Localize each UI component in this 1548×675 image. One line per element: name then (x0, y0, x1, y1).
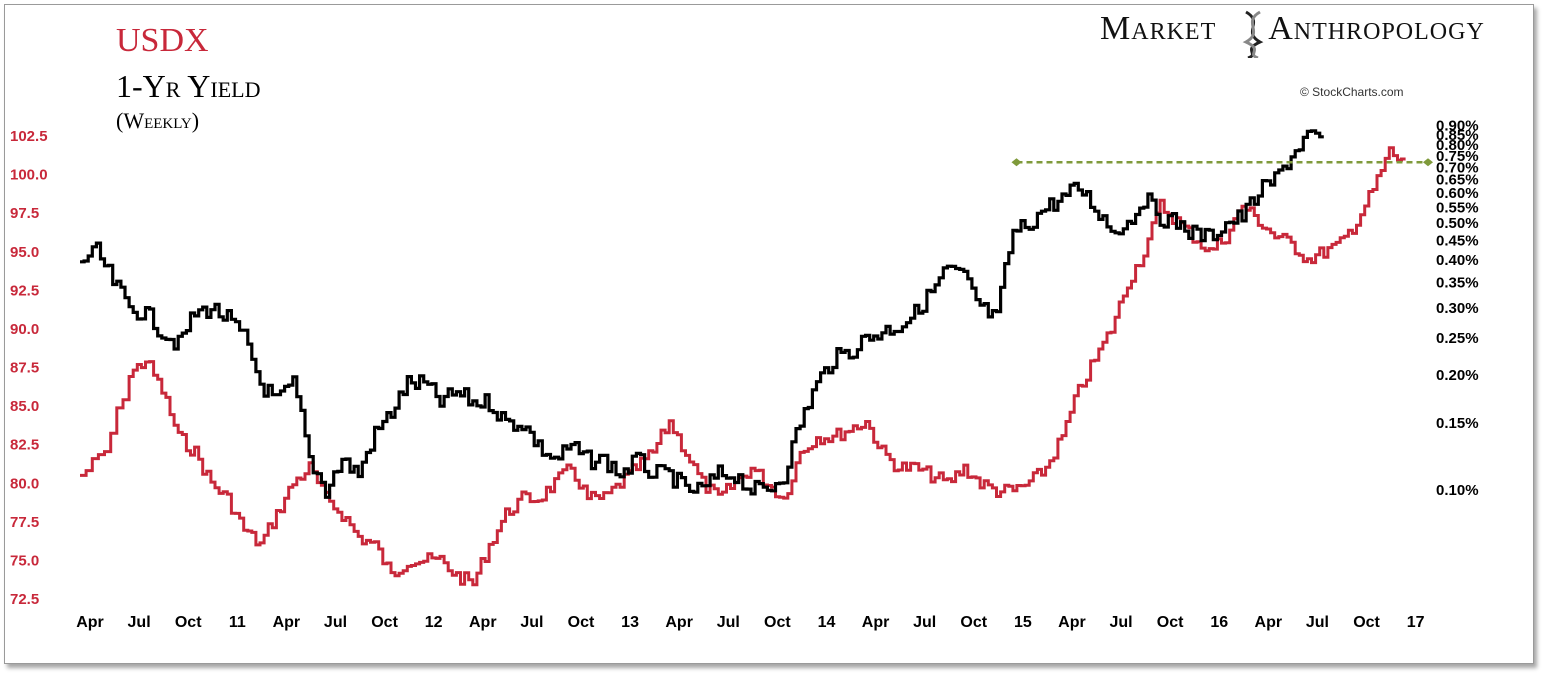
series-line-usdx (80, 146, 1406, 587)
x-axis-tick-label: Apr (665, 614, 693, 631)
data-credit: © StockCharts.com (1300, 85, 1404, 99)
right-axis-tick-label: 0.20% (1436, 367, 1479, 384)
left-axis-tick-label: 102.5 (10, 128, 48, 145)
right-axis-tick-label: 0.30% (1436, 300, 1479, 317)
resistance-end-marker (1423, 158, 1433, 167)
x-axis-tick-label: Oct (568, 614, 595, 631)
brand-left: Market (1100, 10, 1217, 47)
left-axis-tick-label: 95.0 (10, 244, 39, 261)
right-axis-tick-label: 0.35% (1436, 274, 1479, 291)
x-axis-tick-label: 12 (425, 614, 443, 631)
right-axis-tick-label: 0.40% (1436, 252, 1479, 269)
x-axis-tick-label: Apr (1058, 614, 1086, 631)
x-axis-tick-label: 17 (1407, 614, 1425, 631)
x-axis-tick-label: Jul (717, 614, 740, 631)
right-axis-tick-label: 0.70% (1436, 159, 1479, 176)
x-axis-tick-label: Oct (960, 614, 987, 631)
x-axis-tick-label: 13 (621, 614, 639, 631)
x-axis-tick-label: Jul (1109, 614, 1132, 631)
left-axis-tick-label: 85.0 (10, 398, 39, 415)
x-axis-tick-label: Jul (520, 614, 543, 631)
right-axis-tick-label: 0.45% (1436, 233, 1479, 250)
left-axis-tick-label: 90.0 (10, 321, 39, 338)
x-axis-tick-label: Oct (371, 614, 398, 631)
x-axis-tick-label: Oct (764, 614, 791, 631)
series-line-yield (80, 129, 1324, 499)
x-axis-tick-label: Oct (1353, 614, 1380, 631)
chart-title: USDX (116, 22, 209, 59)
right-axis-tick-label: 0.55% (1436, 199, 1479, 216)
x-axis-tick-label: Jul (913, 614, 936, 631)
right-axis-tick-label: 0.10% (1436, 482, 1479, 499)
right-axis-tick-label: 0.90% (1436, 118, 1479, 135)
left-axis-tick-label: 97.5 (10, 205, 39, 222)
chart-frame (4, 4, 1534, 664)
left-axis-tick-label: 100.0 (10, 167, 48, 184)
right-axis-tick-label: 0.25% (1436, 330, 1479, 347)
right-axis-tick-label: 0.60% (1436, 185, 1479, 202)
x-axis-tick-label: Jul (1306, 614, 1329, 631)
x-axis-tick-label: Oct (1157, 614, 1184, 631)
left-axis-tick-label: 75.0 (10, 552, 39, 569)
left-axis-tick-label: 72.5 (10, 591, 39, 608)
x-axis-tick-label: 14 (818, 614, 836, 631)
left-axis-tick-label: 77.5 (10, 514, 39, 531)
x-axis-tick-label: 16 (1210, 614, 1228, 631)
left-axis-tick-label: 92.5 (10, 282, 39, 299)
right-axis-tick-label: 0.15% (1436, 415, 1479, 432)
brand-right: Anthropology (1268, 10, 1485, 47)
x-axis-tick-label: Jul (128, 614, 151, 631)
right-axis-tick-label: 0.80% (1436, 137, 1479, 154)
x-axis-tick-label: Apr (76, 614, 104, 631)
brand-logo: Market Anthropology (1100, 10, 1485, 48)
left-axis-tick-label: 87.5 (10, 360, 39, 377)
dna-helix-icon (1242, 10, 1264, 58)
chart-frequency: (Weekly) (116, 108, 200, 133)
left-axis-tick-label: 80.0 (10, 475, 39, 492)
x-axis-tick-label: Apr (862, 614, 890, 631)
right-axis-tick-label: 0.65% (1436, 172, 1479, 189)
x-axis-tick-label: Jul (324, 614, 347, 631)
x-axis-tick-label: Apr (469, 614, 497, 631)
x-axis-tick-label: 11 (229, 614, 246, 631)
right-axis-tick-label: 0.85% (1436, 127, 1479, 144)
x-axis-tick-label: Apr (273, 614, 301, 631)
right-axis-tick-label: 0.75% (1436, 148, 1479, 165)
x-axis-tick-label: Oct (175, 614, 202, 631)
x-axis-tick-label: Apr (1255, 614, 1283, 631)
left-axis-tick-label: 82.5 (10, 437, 39, 454)
right-axis-tick-label: 0.50% (1436, 215, 1479, 232)
resistance-start-marker (1011, 158, 1022, 167)
x-axis-tick-label: 15 (1014, 614, 1032, 631)
chart-subtitle-yield: 1-Yr Yield (116, 68, 261, 104)
